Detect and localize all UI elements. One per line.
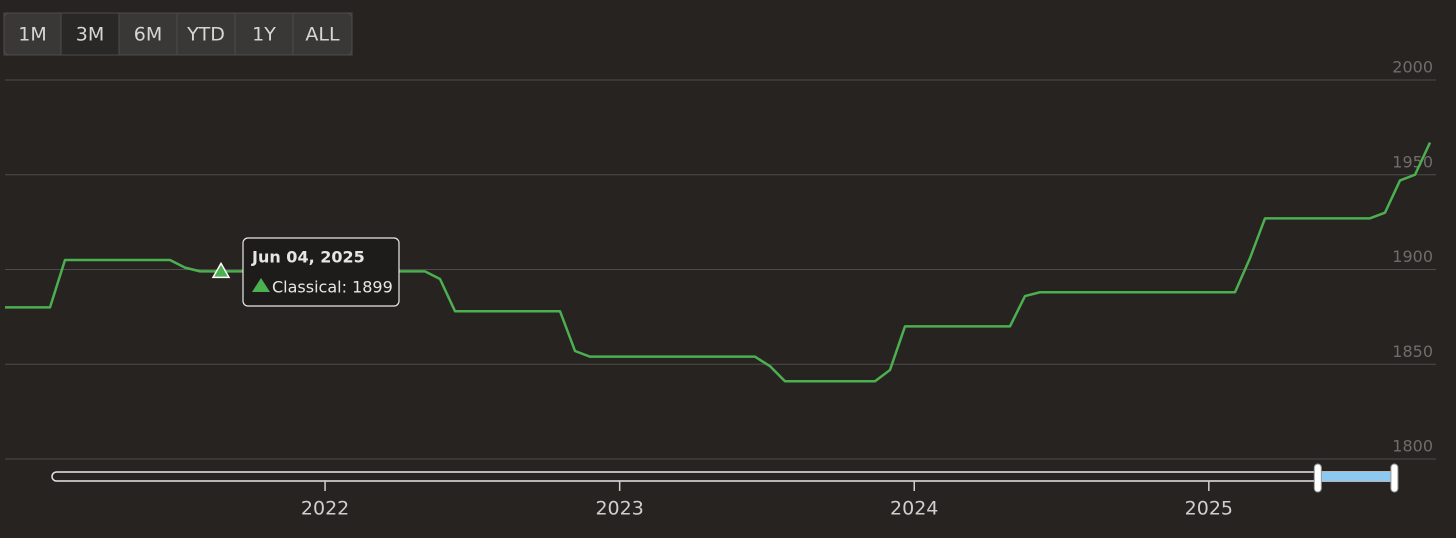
x-tick-label: 2024	[890, 498, 938, 520]
range-button[interactable]: ALL	[292, 12, 353, 56]
navigator-selection	[1317, 472, 1395, 481]
range-button[interactable]: 1Y	[234, 12, 294, 56]
y-tick-label: 2000	[1392, 58, 1433, 77]
navigator-handle[interactable]	[1390, 463, 1399, 493]
tooltip-legend-symbol	[252, 278, 270, 292]
range-button-label: 1Y	[252, 24, 276, 46]
range-button-label: YTD	[186, 24, 225, 46]
range-button-bg	[292, 12, 353, 56]
tooltip-text: Classical: 1899	[272, 278, 393, 297]
range-button-label: 3M	[76, 24, 104, 46]
range-button[interactable]: YTD	[176, 12, 236, 56]
x-tick-label: 2025	[1185, 498, 1233, 520]
tooltip: Jun 04, 2025 Classical: 1899	[242, 237, 400, 307]
x-tick-label: 2023	[595, 498, 643, 520]
y-tick-label: 1900	[1392, 247, 1433, 266]
y-tick-label: 1950	[1392, 152, 1433, 171]
range-button[interactable]: 3M	[60, 12, 120, 56]
x-tick-label: 2022	[301, 498, 349, 520]
tooltip-box	[242, 237, 400, 307]
y-tick-label: 1850	[1392, 342, 1433, 361]
range-button-label: ALL	[305, 24, 340, 46]
range-button-label: 6M	[134, 24, 162, 46]
range-button[interactable]: 6M	[118, 12, 178, 56]
range-button-label: 1M	[18, 24, 46, 46]
range-button[interactable]: 1M	[3, 12, 62, 56]
y-tick-label: 1800	[1392, 437, 1433, 456]
tooltip-title: Jun 04, 2025	[251, 248, 365, 267]
range-button-bg	[60, 12, 120, 56]
navigator-handle[interactable]	[1313, 463, 1322, 493]
tooltip-marker	[211, 261, 231, 279]
